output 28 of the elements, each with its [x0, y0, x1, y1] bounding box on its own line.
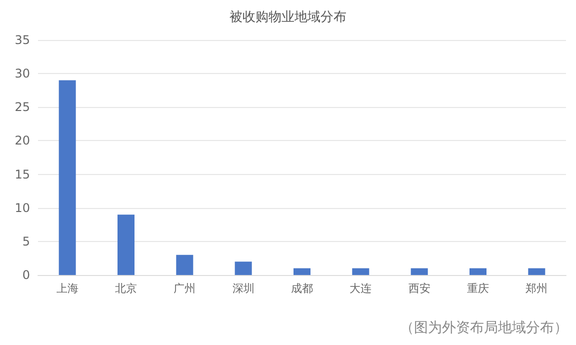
- x-tick-label: 郑州: [526, 282, 548, 295]
- y-tick-label: 25: [14, 100, 30, 114]
- y-tick-label: 5: [22, 234, 30, 248]
- x-tick-label: 北京: [115, 282, 137, 295]
- x-tick-label: 大连: [350, 282, 372, 295]
- chart-title: 被收购物业地域分布: [230, 10, 346, 25]
- x-tick-label: 深圳: [232, 282, 254, 295]
- bar: [528, 268, 546, 275]
- x-tick-label: 西安: [408, 282, 430, 295]
- y-tick-label: 20: [14, 134, 30, 148]
- bar: [118, 214, 134, 275]
- y-tick-label: 0: [22, 268, 30, 282]
- text: （图为外资布局地域分布）: [400, 320, 568, 336]
- bar: [294, 268, 310, 275]
- x-tick-label: 成都: [291, 282, 313, 295]
- bar: [352, 268, 370, 275]
- bar: [410, 268, 428, 275]
- y-tick-label: 10: [14, 200, 30, 215]
- bar: [176, 254, 194, 275]
- bar: [234, 262, 252, 275]
- y-tick-label: 30: [14, 66, 30, 81]
- y-tick-label: 35: [14, 33, 30, 47]
- x-tick-label: 上海: [56, 282, 78, 295]
- x-tick-label: 重庆: [467, 282, 489, 295]
- x-tick-label: 广州: [174, 282, 196, 295]
- bar: [470, 268, 486, 275]
- y-tick-label: 15: [14, 167, 30, 182]
- bar: [58, 80, 76, 275]
